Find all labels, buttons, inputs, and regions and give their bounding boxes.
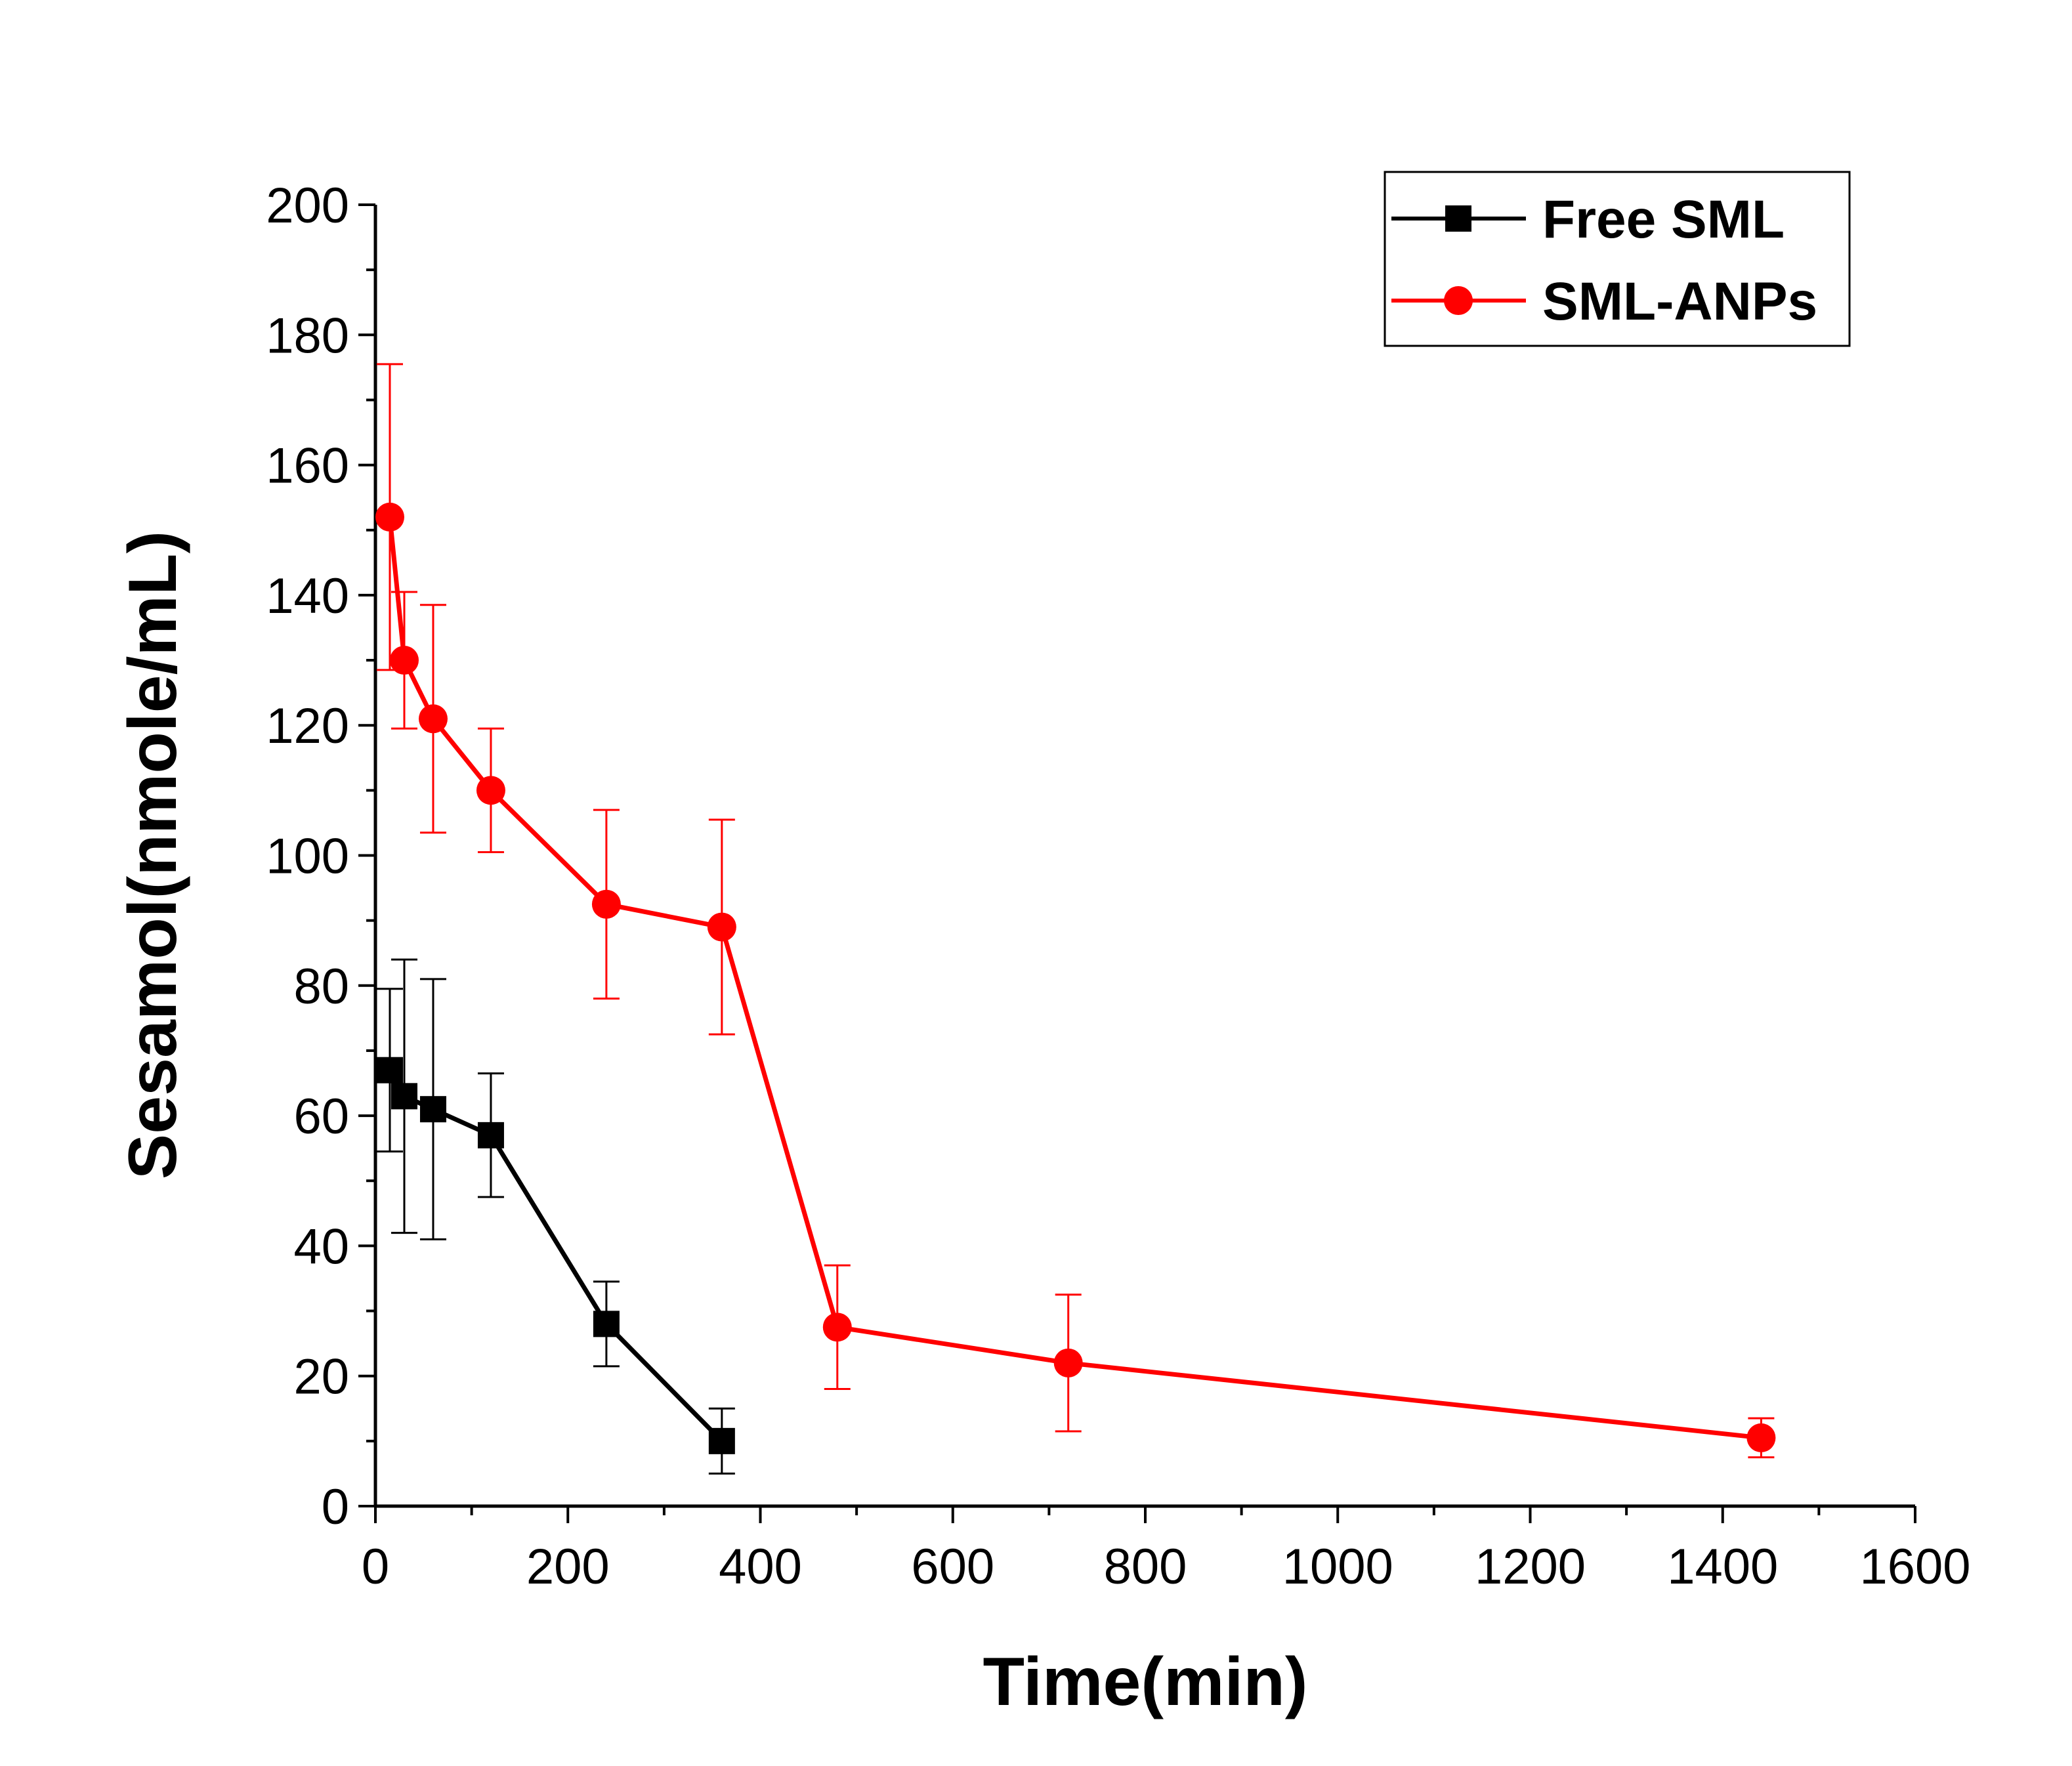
y-axis-title: Sesamol(nmole/mL) bbox=[115, 531, 191, 1179]
y-axis: 0 20 40 60 80 100 120 140 160 180 200 bbox=[266, 178, 377, 1535]
y-tick-label: 100 bbox=[266, 829, 349, 885]
data-point bbox=[391, 1083, 417, 1110]
legend-label-free-sml: Free SML bbox=[1542, 190, 1785, 249]
data-point bbox=[419, 1096, 446, 1123]
data-point bbox=[708, 1427, 735, 1454]
data-point bbox=[389, 646, 419, 675]
data-point bbox=[707, 912, 736, 942]
data-point bbox=[418, 704, 448, 734]
x-tick-label: 1200 bbox=[1475, 1539, 1586, 1595]
y-tick-label: 140 bbox=[266, 568, 349, 624]
data-point bbox=[376, 1057, 403, 1083]
data-point bbox=[822, 1313, 852, 1342]
x-tick-label: 0 bbox=[362, 1539, 389, 1595]
x-ticks: 0 200 400 600 800 1000 1200 1400 1600 bbox=[362, 1506, 1971, 1595]
x-tick-label: 200 bbox=[526, 1539, 610, 1595]
plot-area bbox=[375, 363, 1776, 1475]
x-tick-label: 400 bbox=[719, 1539, 802, 1595]
y-tick-label: 200 bbox=[266, 178, 349, 234]
y-tick-label: 0 bbox=[322, 1479, 349, 1535]
legend-box bbox=[1384, 171, 1851, 347]
x-axis-title: Time(min) bbox=[983, 1644, 1307, 1720]
data-point bbox=[375, 502, 404, 532]
data-point bbox=[476, 776, 505, 805]
y-ticks: 0 20 40 60 80 100 120 140 160 180 200 bbox=[266, 178, 375, 1535]
legend-marker-free-sml bbox=[1445, 205, 1471, 232]
legend: Free SML SML-ANPs bbox=[1384, 171, 1851, 347]
legend-marker-sml-anps bbox=[1444, 286, 1473, 315]
y-tick-label: 120 bbox=[266, 698, 349, 754]
data-point bbox=[593, 1311, 620, 1337]
y-tick-label: 160 bbox=[266, 438, 349, 494]
x-tick-label: 600 bbox=[911, 1539, 994, 1595]
x-axis: 0 200 400 600 800 1000 1200 1400 1600 bbox=[362, 1504, 1971, 1595]
legend-label-sml-anps: SML-ANPs bbox=[1542, 272, 1817, 331]
y-tick-label: 80 bbox=[293, 959, 349, 1015]
x-tick-label: 800 bbox=[1104, 1539, 1187, 1595]
series-free-sml bbox=[376, 958, 735, 1475]
y-tick-label: 60 bbox=[293, 1089, 349, 1145]
data-point bbox=[1053, 1348, 1083, 1377]
data-point bbox=[1746, 1423, 1776, 1452]
y-tick-label: 20 bbox=[293, 1349, 349, 1405]
series-sml-anps bbox=[375, 363, 1776, 1459]
y-tick-label: 180 bbox=[266, 308, 349, 364]
data-point bbox=[591, 889, 621, 919]
data-point bbox=[477, 1122, 504, 1148]
x-tick-label: 1000 bbox=[1282, 1539, 1393, 1595]
x-tick-label: 1600 bbox=[1859, 1539, 1970, 1595]
y-tick-label: 40 bbox=[293, 1219, 349, 1274]
x-tick-label: 1400 bbox=[1667, 1539, 1778, 1595]
